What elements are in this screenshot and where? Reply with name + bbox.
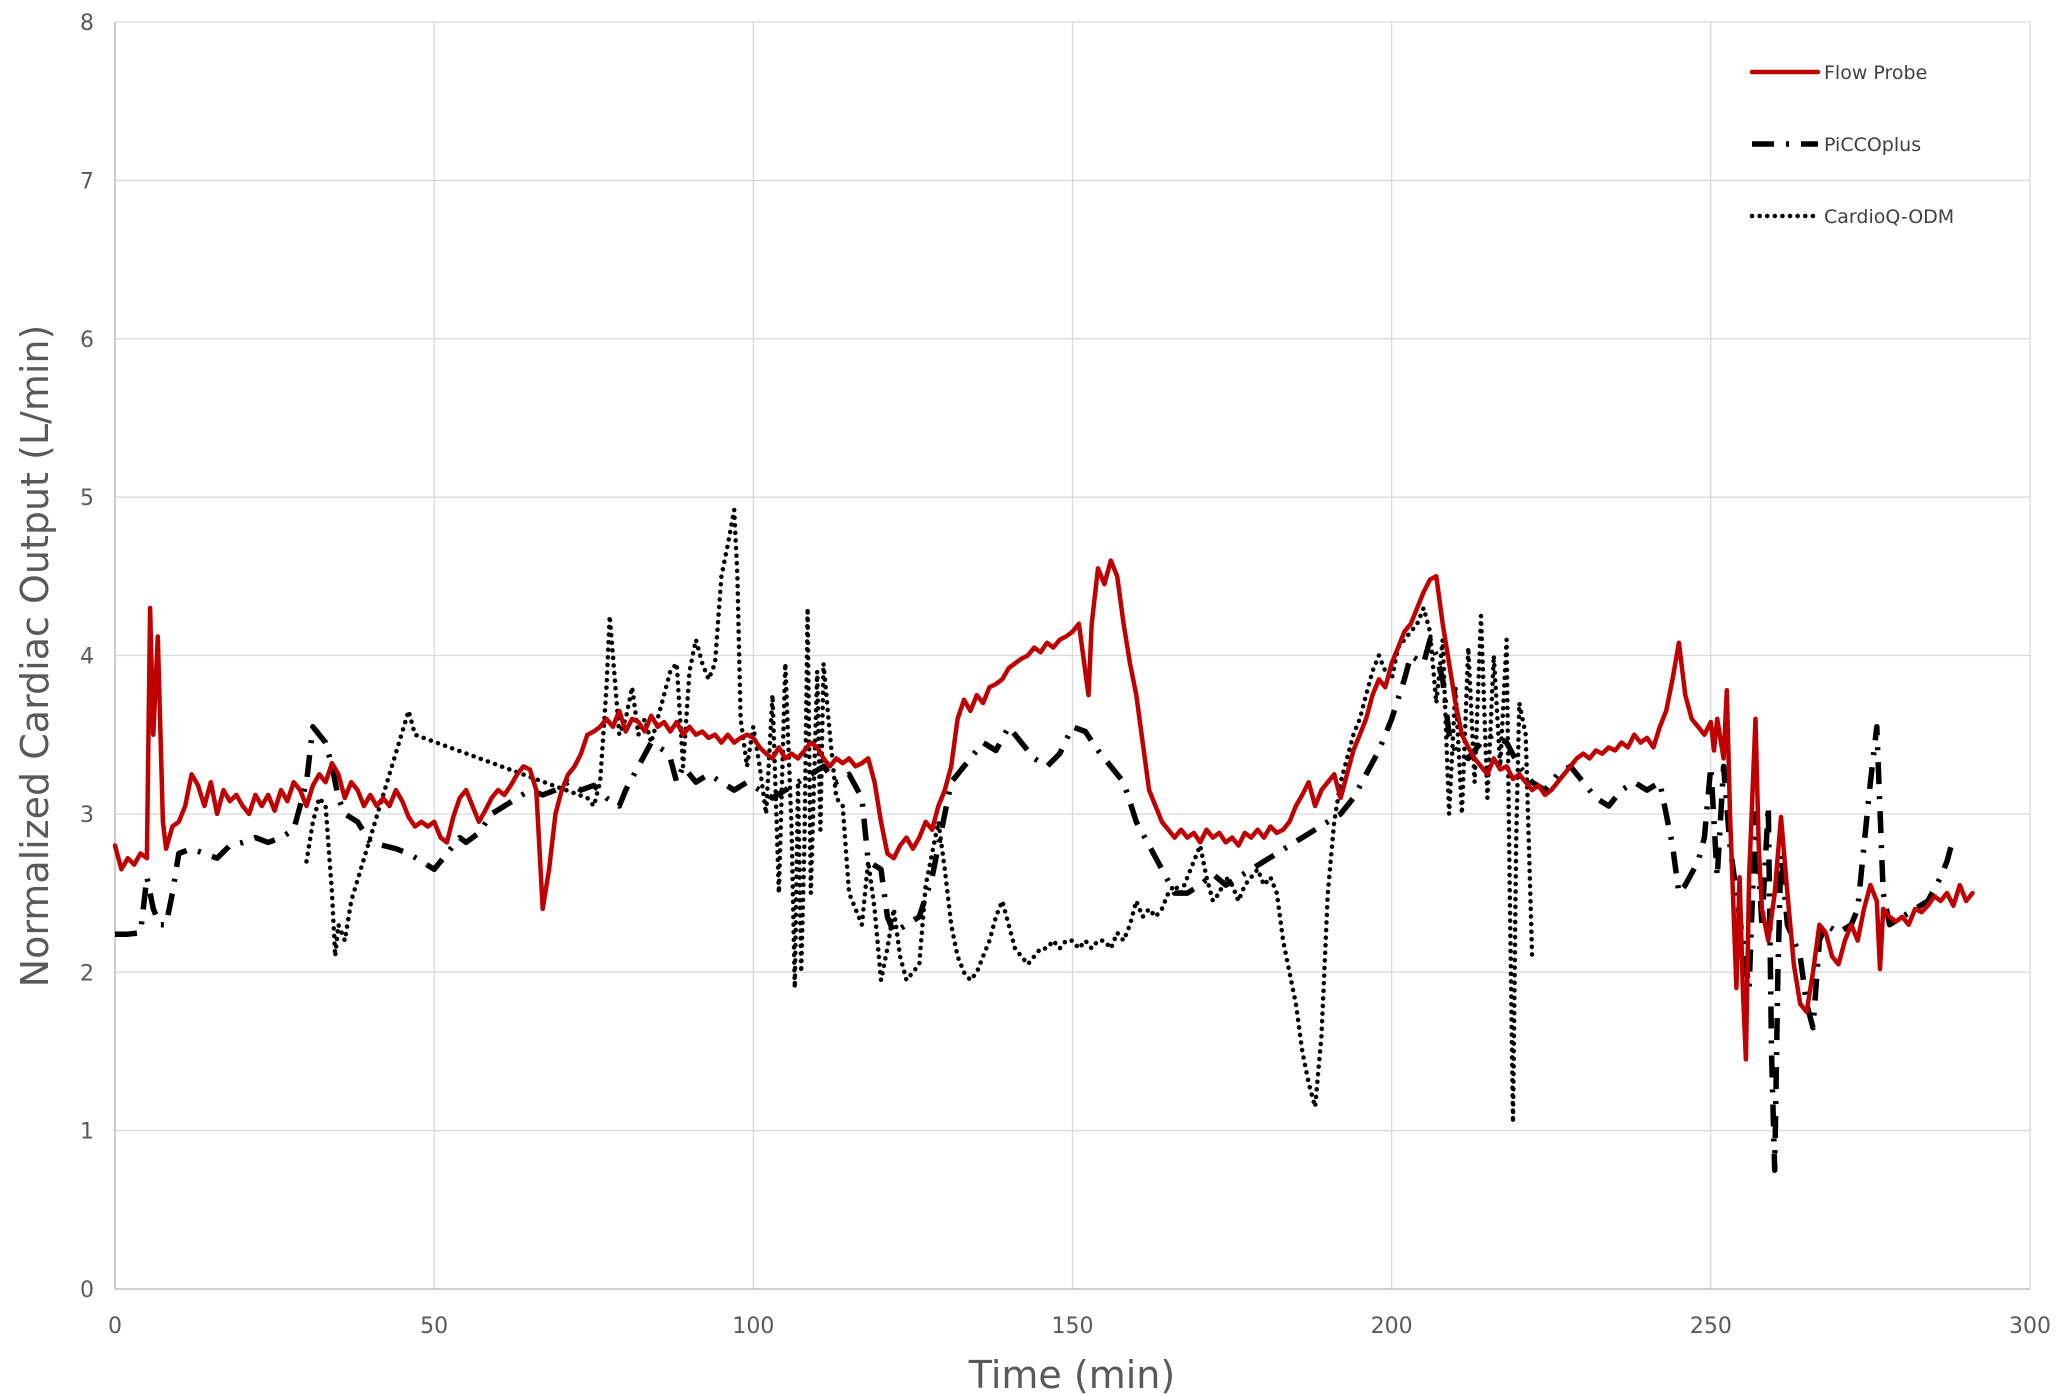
y-axis-title: Normalized Cardiac Output (L/min) [13,325,57,988]
x-tick-label: 0 [108,1314,122,1339]
y-tick-label: 8 [80,11,94,36]
x-axis-title: Time (min) [968,1353,1175,1395]
y-tick-label: 7 [80,169,94,194]
x-tick-label: 150 [1052,1314,1094,1339]
y-tick-label: 1 [80,1120,94,1145]
y-tick-label: 6 [80,328,94,353]
x-tick-label: 50 [420,1314,448,1339]
y-tick-label: 3 [80,803,94,828]
y-tick-label: 0 [80,1278,94,1303]
x-tick-label: 300 [2009,1314,2051,1339]
y-tick-label: 5 [80,486,94,511]
x-tick-label: 250 [1690,1314,1732,1339]
x-tick-label: 100 [732,1314,774,1339]
legend-label: CardioQ-ODM [1824,206,1954,228]
legend-label: PiCCOplus [1824,134,1921,156]
y-tick-label: 4 [80,645,94,670]
legend-label: Flow Probe [1824,62,1927,84]
x-tick-label: 200 [1371,1314,1413,1339]
y-tick-label: 2 [80,961,94,986]
